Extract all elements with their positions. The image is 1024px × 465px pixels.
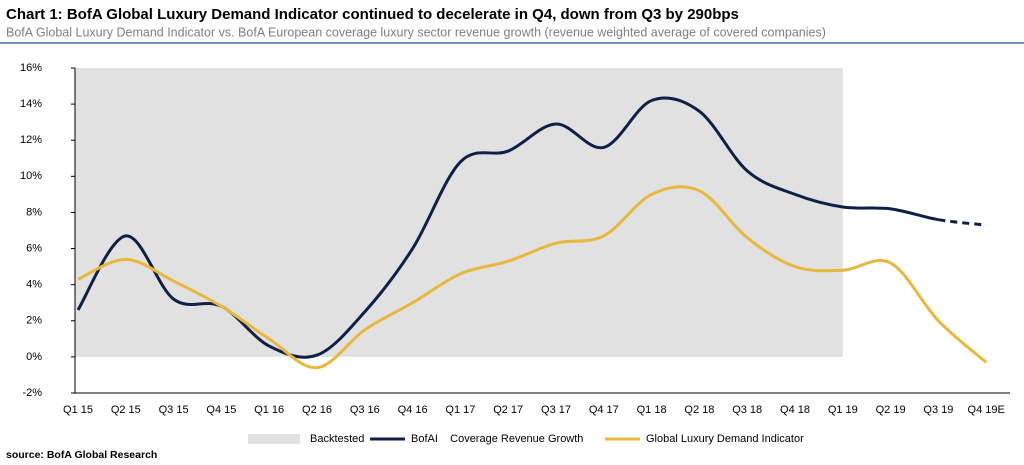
x-tick-label: Q4 15 bbox=[206, 404, 236, 416]
x-tick-label: Q4 16 bbox=[398, 404, 428, 416]
series-line bbox=[77, 185, 988, 370]
series-line-forecast bbox=[938, 218, 987, 227]
y-tick-label: 8% bbox=[26, 206, 42, 218]
y-tick-label: 2% bbox=[26, 315, 42, 327]
legend-label: Global Luxury Demand Indicator bbox=[646, 433, 804, 445]
y-tick-label: 12% bbox=[20, 134, 42, 146]
x-tick-label: Q1 17 bbox=[445, 404, 475, 416]
x-tick-label: Q2 19 bbox=[876, 404, 906, 416]
x-tick-label: Q4 19E bbox=[968, 404, 1005, 416]
y-tick-label: 14% bbox=[20, 98, 42, 110]
x-tick-label: Q3 15 bbox=[159, 404, 189, 416]
x-tick-label: Q2 16 bbox=[302, 404, 332, 416]
y-tick-label: 16% bbox=[20, 62, 42, 74]
x-tick-label: Q2 18 bbox=[684, 404, 714, 416]
y-tick-label: 6% bbox=[26, 242, 42, 254]
x-tick-label: Q3 19 bbox=[923, 404, 953, 416]
y-tick-label: 10% bbox=[20, 170, 42, 182]
x-tick-label: Q4 18 bbox=[780, 404, 810, 416]
x-tick-label: Q3 18 bbox=[732, 404, 762, 416]
x-tick-label: Q1 15 bbox=[63, 404, 93, 416]
x-tick-label: Q3 17 bbox=[541, 404, 571, 416]
x-tick-label: Q1 16 bbox=[254, 404, 284, 416]
y-tick-label: 0% bbox=[26, 351, 42, 363]
y-tick-label: 4% bbox=[26, 279, 42, 291]
legend-label: Backtested bbox=[310, 433, 364, 445]
legend-swatch bbox=[248, 434, 300, 444]
x-tick-label: Q3 16 bbox=[350, 404, 380, 416]
y-tick-label: -2% bbox=[22, 387, 42, 399]
x-tick-label: Q2 17 bbox=[493, 404, 523, 416]
x-tick-label: Q4 17 bbox=[589, 404, 619, 416]
x-tick-label: Q1 18 bbox=[637, 404, 667, 416]
chart-subtitle: BofA Global Luxury Demand Indicator vs. … bbox=[6, 25, 826, 39]
x-tick-label: Q2 15 bbox=[111, 404, 141, 416]
x-tick-label: Q1 19 bbox=[828, 404, 858, 416]
backtested-region bbox=[75, 68, 843, 357]
legend-label: BofAI Coverage Revenue Growth bbox=[411, 433, 583, 445]
chart-title: Chart 1: BofA Global Luxury Demand Indic… bbox=[6, 6, 739, 23]
source: source: BofA Global Research bbox=[6, 449, 157, 461]
